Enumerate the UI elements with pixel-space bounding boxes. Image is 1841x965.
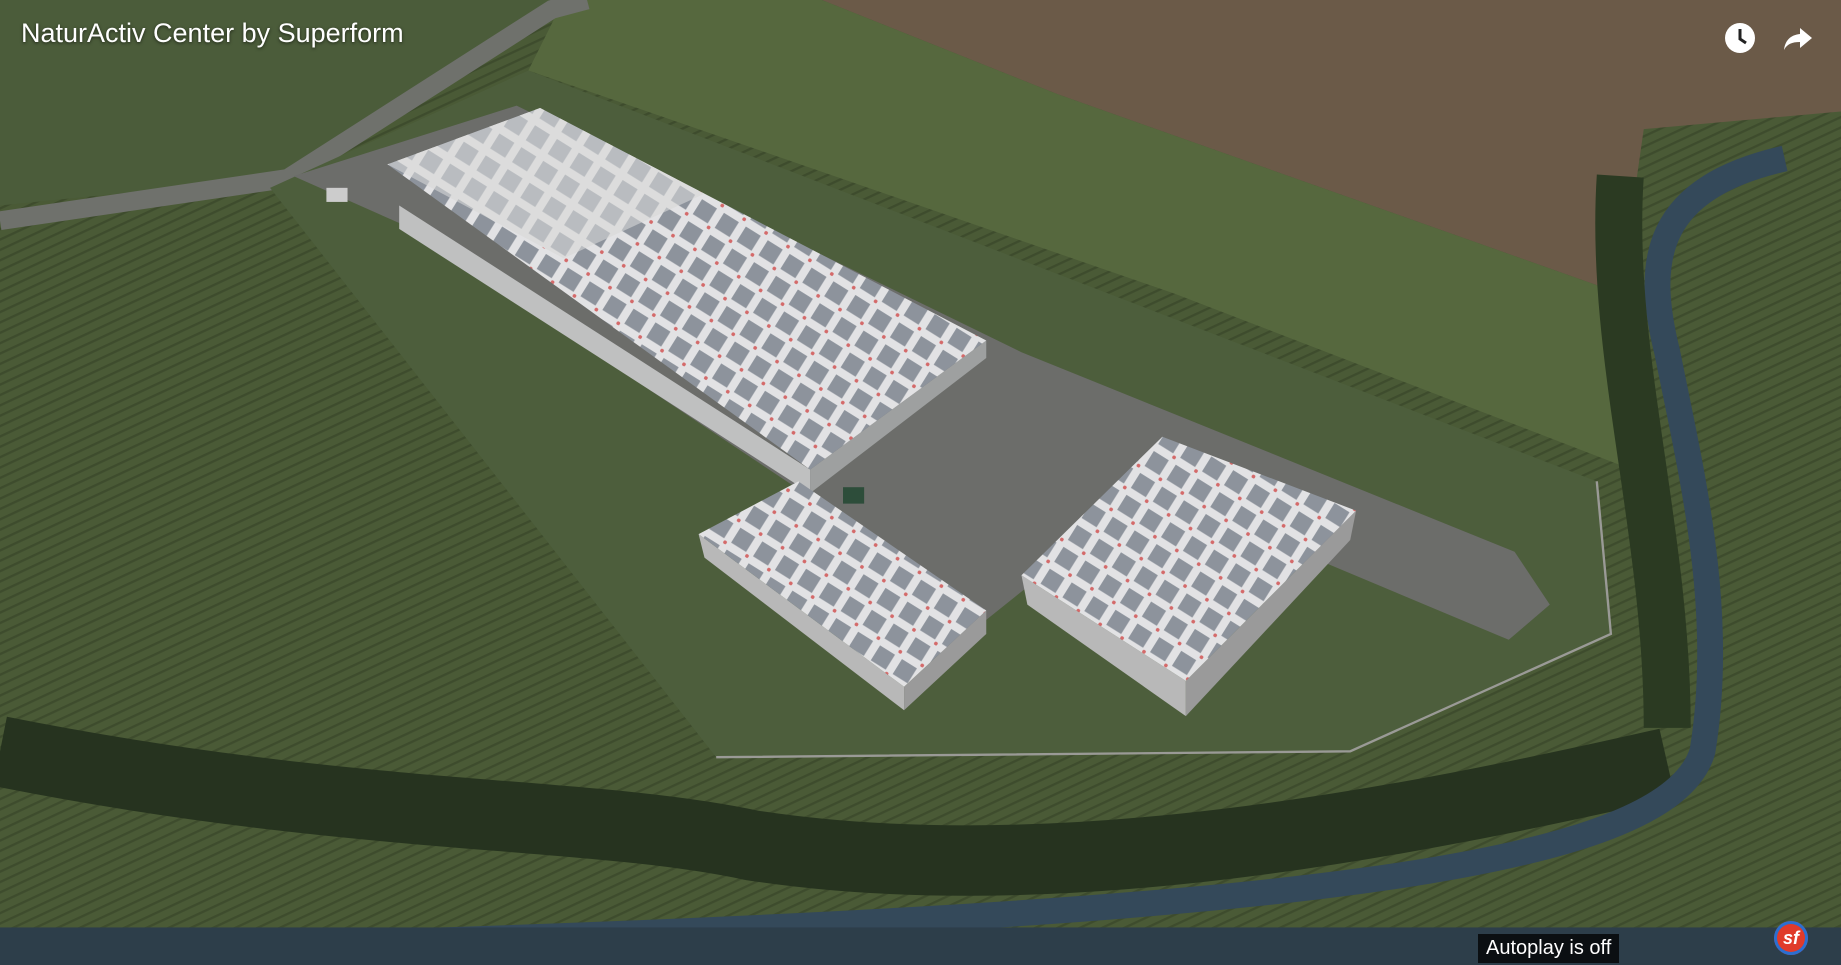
share-icon[interactable] [1780,20,1816,56]
autoplay-notice: Autoplay is off [1478,934,1620,963]
channel-logo[interactable]: sf [1774,921,1808,955]
video-title[interactable]: NaturActiv Center by Superform [21,18,404,48]
watch-later-icon[interactable] [1722,20,1758,56]
